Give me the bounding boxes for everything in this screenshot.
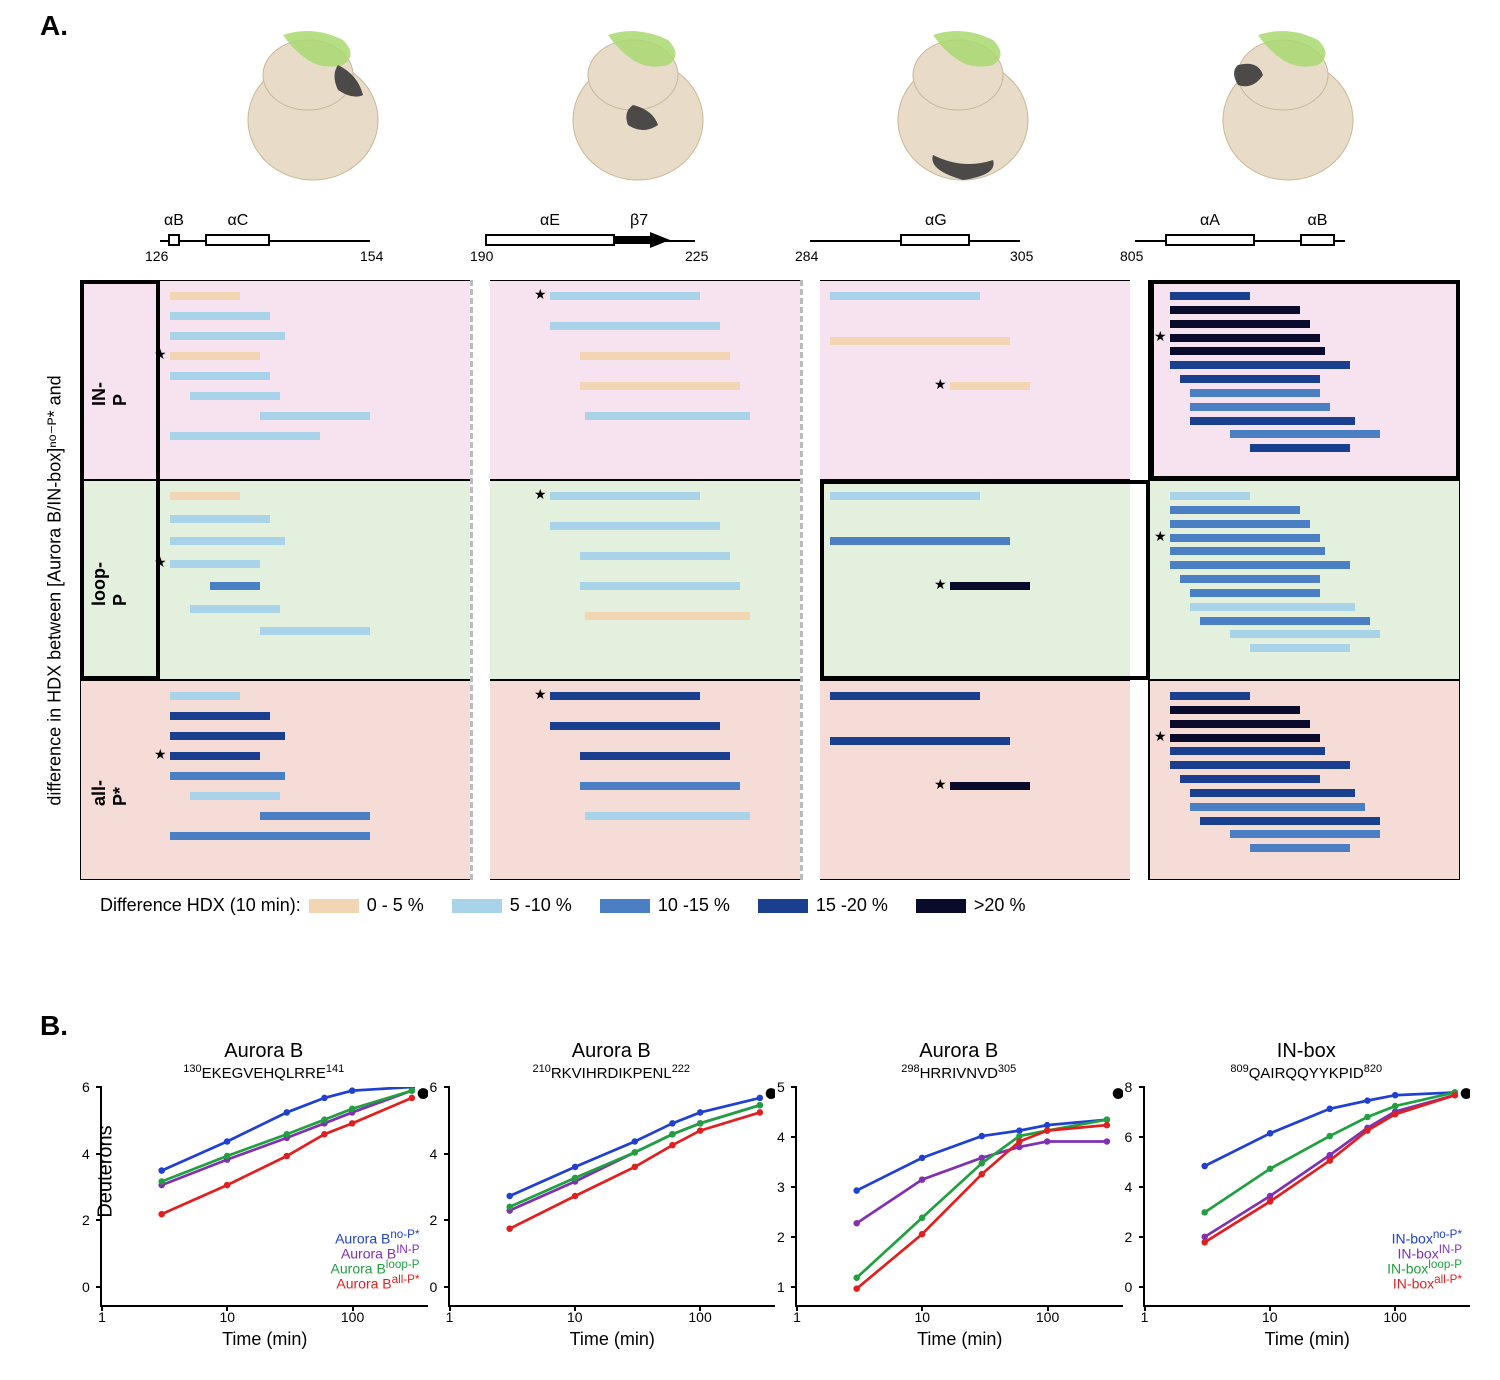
chart-0: Aurora B130EKEGVEHQLRRE1410246110100Time… [100, 1040, 428, 1360]
row-label-loop-P: loop-P [89, 576, 131, 606]
protein-4 [1188, 20, 1388, 190]
panel-a-label: A. [40, 10, 68, 42]
chart-1: Aurora B210RKVIHRDIKPENL2220246110100Tim… [448, 1040, 776, 1360]
hdx-legend: Difference HDX (10 min): 0 - 5 %5 -10 %1… [100, 895, 1045, 916]
protein-row [150, 20, 1450, 200]
panel-b-label: B. [40, 1010, 68, 1042]
legend-title: Difference HDX (10 min): [100, 895, 301, 916]
row-label-IN-P: IN-P [89, 376, 131, 406]
chart-2: Aurora B298HRRIVNVD30512345110100Time (m… [795, 1040, 1123, 1360]
chart-3: IN-box809QAIRQQYYKPID82002468110100Time … [1143, 1040, 1471, 1360]
protein-2 [538, 20, 738, 190]
ss-row: αBαC126154αEβ7190225αG284305αAαB805 [150, 210, 1450, 270]
protein-3 [863, 20, 1063, 190]
protein-1 [213, 20, 413, 190]
hdx-ylabel: difference in HDX between [Aurora B/IN-b… [45, 366, 66, 816]
charts-row: Aurora B130EKEGVEHQLRRE1410246110100Time… [100, 1040, 1470, 1360]
hdx-ylabel-container: difference in HDX between [Aurora B/IN-b… [30, 280, 60, 880]
row-label-all-P: all-P* [89, 776, 131, 806]
